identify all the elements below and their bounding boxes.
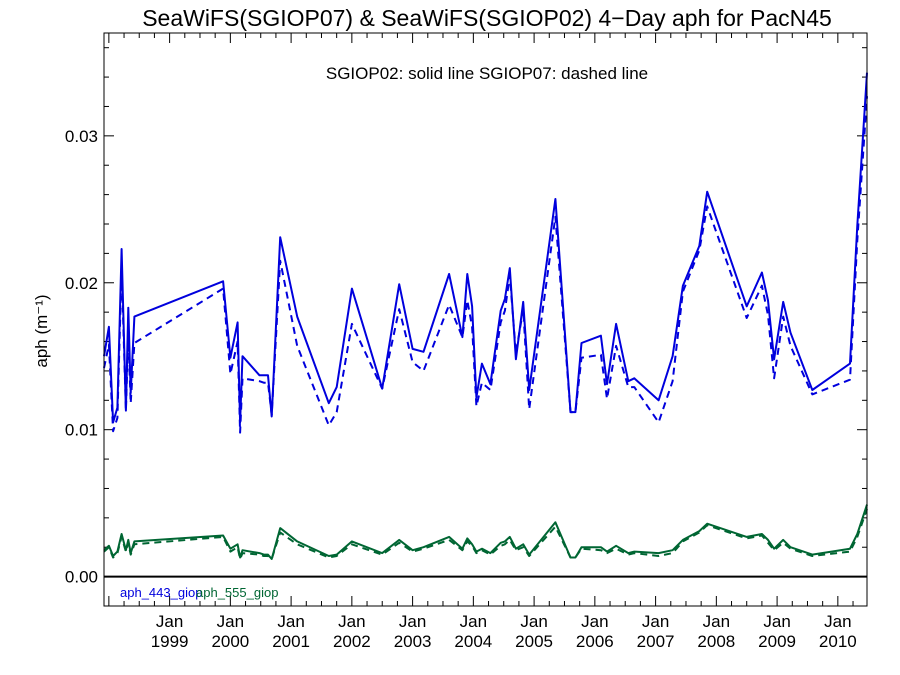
plot-frame [103,32,868,607]
x-tick-month-label: Jan [338,612,365,631]
y-axis-label: aph (m⁻¹) [32,294,51,367]
x-tick-year-label: 2003 [394,632,432,651]
tick-labels: 0.000.010.020.03Jan1999Jan2000Jan2001Jan… [65,127,857,651]
x-tick-month-label: Jan [277,612,304,631]
x-tick-year-label: 2000 [211,632,249,651]
x-tick-month-label: Jan [520,612,547,631]
x-tick-year-label: 2006 [576,632,614,651]
y-tick-label: 0.00 [65,568,98,587]
legend-entry: aph_443_giop [120,585,202,600]
x-tick-year-label: 2009 [758,632,796,651]
x-tick-month-label: Jan [460,612,487,631]
x-tick-year-label: 2007 [637,632,675,651]
x-tick-year-label: 2010 [819,632,857,651]
y-tick-label: 0.01 [65,421,98,440]
x-tick-month-label: Jan [399,612,426,631]
x-tick-month-label: Jan [156,612,183,631]
x-tick-year-label: 2004 [454,632,492,651]
x-tick-month-label: Jan [824,612,851,631]
x-tick-month-label: Jan [642,612,669,631]
x-tick-month-label: Jan [217,612,244,631]
x-tick-year-label: 1999 [151,632,189,651]
series-lines [103,72,868,560]
x-tick-month-label: Jan [703,612,730,631]
legend-entry: aph_555_giop [196,585,278,600]
series-line-aph-443-giop-dashed [103,96,868,434]
y-tick-label: 0.03 [65,127,98,146]
x-tick-year-label: 2001 [272,632,310,651]
y-tick-label: 0.02 [65,274,98,293]
series-line-aph-555-giop-solid [103,504,868,560]
series-line-aph-443-giop-solid [103,72,868,424]
chart-title: SeaWiFS(SGIOP07) & SeaWiFS(SGIOP02) 4−Da… [142,5,832,31]
x-tick-year-label: 2005 [515,632,553,651]
axis-ticks [104,33,867,607]
x-tick-year-label: 2002 [333,632,371,651]
series-line-aph-555-giop-dashed [103,508,868,560]
x-tick-month-label: Jan [763,612,790,631]
x-tick-year-label: 2008 [697,632,735,651]
x-tick-month-label: Jan [581,612,608,631]
line-style-note: SGIOP02: solid line SGIOP07: dashed line [326,64,648,83]
